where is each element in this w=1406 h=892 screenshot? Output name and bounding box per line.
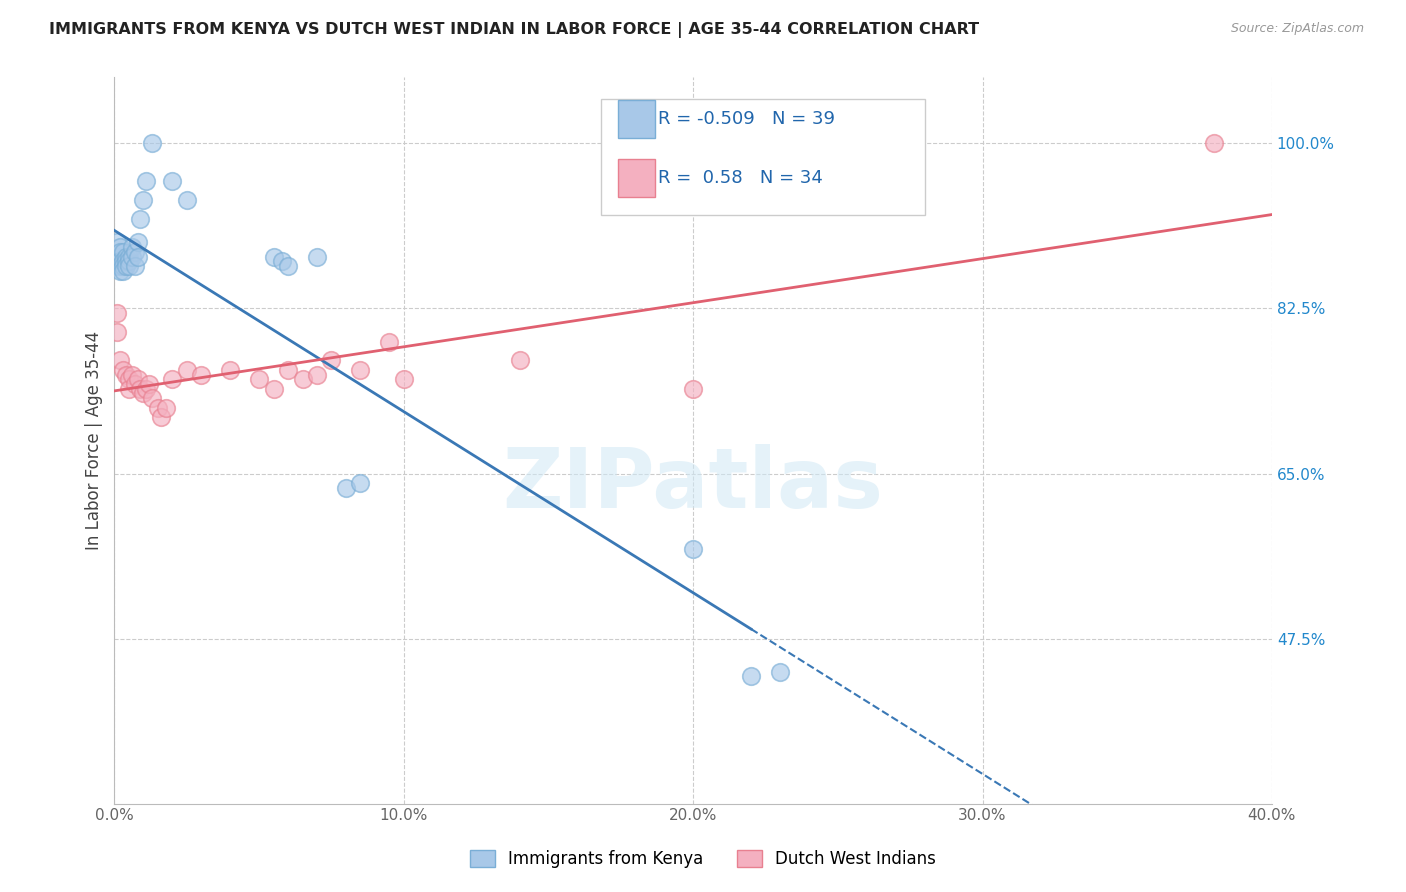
Point [135,174,157,188]
Point [155,401,177,415]
Point [219,363,242,377]
Point [392,372,415,386]
Point [247,372,270,386]
Point [190,368,212,382]
Point [1202,136,1225,151]
Point [115,259,138,273]
Point [112,259,135,273]
Point [141,391,163,405]
Point [121,240,143,254]
Point [149,409,172,424]
Point [509,353,531,368]
Point [118,382,141,396]
Text: Source: ZipAtlas.com: Source: ZipAtlas.com [1230,22,1364,36]
Point [124,259,146,273]
Point [112,363,135,377]
Point [121,250,143,264]
Point [176,193,198,207]
Point [263,382,285,396]
Point [129,382,152,396]
Point [769,665,792,679]
Point [138,376,160,391]
Point [118,259,141,273]
Point [105,250,128,264]
Point [682,382,704,396]
Point [127,250,149,264]
Text: R = -0.509   N = 39: R = -0.509 N = 39 [658,110,835,128]
FancyBboxPatch shape [600,99,925,215]
Point [135,382,157,396]
Point [108,353,131,368]
Point [740,669,762,683]
Y-axis label: In Labor Force | Age 35-44: In Labor Force | Age 35-44 [86,331,103,550]
Point [108,254,131,268]
Point [146,401,169,415]
Point [263,250,285,264]
Point [162,174,184,188]
Text: ZIPatlas: ZIPatlas [503,443,883,524]
Point [108,240,131,254]
Point [112,254,135,268]
Point [115,368,138,382]
Point [277,259,299,273]
Point [132,193,155,207]
Legend: Immigrants from Kenya, Dutch West Indians: Immigrants from Kenya, Dutch West Indian… [463,843,943,875]
Point [118,250,141,264]
Point [132,386,155,401]
Point [321,353,343,368]
Point [105,325,128,339]
Point [115,250,138,264]
Point [105,259,128,273]
Point [112,244,135,259]
Point [162,372,184,386]
FancyBboxPatch shape [617,160,655,197]
Point [115,254,138,268]
Point [118,254,141,268]
Point [305,250,328,264]
Point [121,368,143,382]
Point [349,475,371,490]
Point [176,363,198,377]
Point [108,259,131,273]
Point [141,136,163,151]
Text: R =  0.58   N = 34: R = 0.58 N = 34 [658,169,824,187]
Point [378,334,401,349]
Point [277,363,299,377]
Point [108,244,131,259]
Point [105,306,128,320]
Point [124,376,146,391]
Point [118,372,141,386]
Text: IMMIGRANTS FROM KENYA VS DUTCH WEST INDIAN IN LABOR FORCE | AGE 35-44 CORRELATIO: IMMIGRANTS FROM KENYA VS DUTCH WEST INDI… [49,22,980,38]
Point [349,363,371,377]
Point [112,264,135,278]
Point [129,211,152,226]
Point [682,541,704,556]
Point [305,368,328,382]
FancyBboxPatch shape [617,100,655,137]
Point [105,235,128,250]
Point [335,481,357,495]
Point [271,254,294,268]
Point [127,235,149,250]
Point [124,244,146,259]
Point [127,372,149,386]
Point [108,264,131,278]
Point [291,372,314,386]
